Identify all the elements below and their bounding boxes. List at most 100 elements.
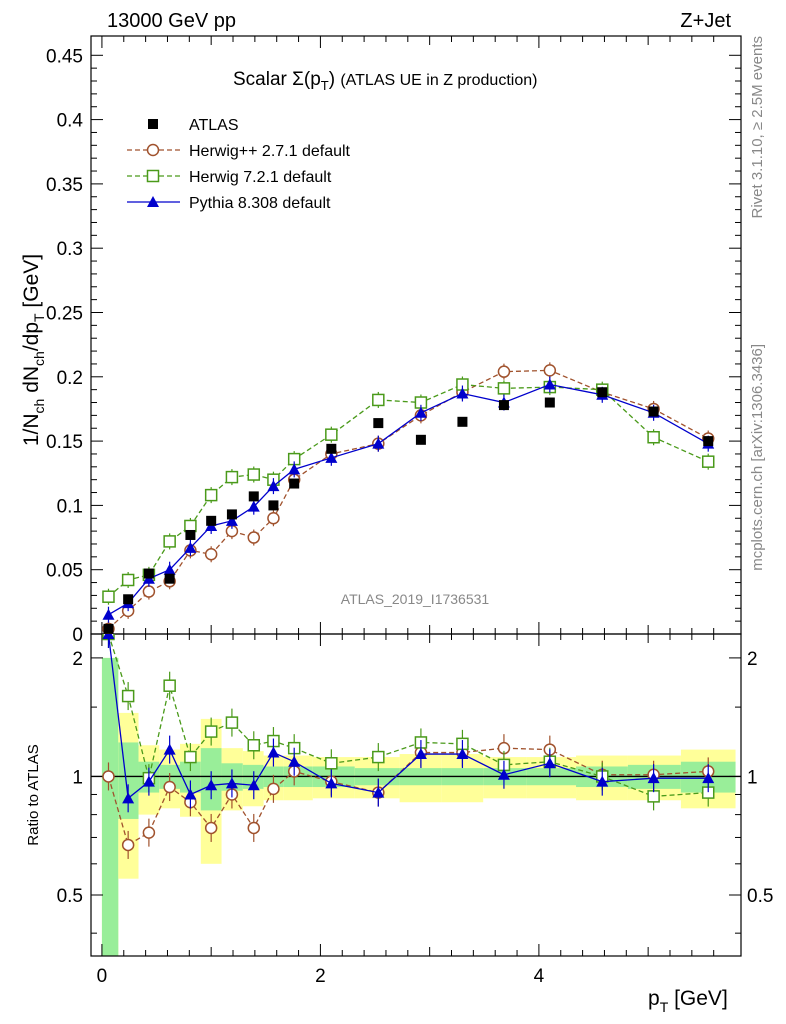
- series-layer: [102, 362, 715, 859]
- series-point: [204, 488, 218, 502]
- legend-marker: [148, 119, 158, 129]
- svg-text:1/Nch dNch/dpT [GeV]: 1/Nch dNch/dpT [GeV]: [20, 254, 47, 446]
- series-point: [225, 514, 238, 526]
- ratio-point: [372, 750, 385, 764]
- series-point: [102, 608, 115, 620]
- header-left: 13000 GeV pp: [107, 10, 236, 32]
- legend-marker: [147, 196, 159, 207]
- ratio-point: [702, 772, 715, 784]
- data-point: [326, 443, 337, 454]
- data-point: [597, 387, 608, 398]
- side-label-bottom: mcplots.cern.ch [arXiv:1306.3436]: [749, 344, 766, 571]
- series-1-main: [102, 376, 715, 605]
- data-point: [373, 418, 384, 429]
- axis-ticks: 0 0.05 0.1 0.15 0.2 0.25 0.3 0.35 0.4 0.45 0 2 4 0.5 0…: [46, 36, 773, 987]
- ratio-point: [543, 757, 556, 769]
- series-point: [497, 365, 511, 378]
- ratio-point: [225, 716, 239, 729]
- ratio-point: [414, 748, 427, 760]
- ratio-point: [142, 826, 156, 839]
- ratio-point: [325, 757, 338, 770]
- ratio-tick-label: 2: [747, 649, 758, 670]
- series-point: [372, 393, 385, 407]
- series-point: [497, 382, 511, 395]
- ratio-tick-label: 1: [72, 767, 83, 788]
- ratio-point: [102, 770, 115, 783]
- ratio-point: [247, 779, 260, 791]
- x-tick-label: 4: [534, 966, 545, 987]
- header-right: Z+Jet: [680, 10, 731, 32]
- legend-label: ATLAS: [189, 117, 239, 134]
- data-point: [248, 491, 259, 502]
- ratio-point: [184, 750, 197, 764]
- series-point: [701, 455, 715, 468]
- ratio-tick-label: 0.5: [57, 886, 83, 907]
- series-point: [204, 548, 218, 561]
- data-point: [268, 500, 279, 511]
- data-point: [103, 623, 114, 634]
- ratio-tick-label: 2: [72, 649, 83, 670]
- ratio-tick-label: 1: [747, 767, 758, 788]
- legend-label: Herwig++ 2.7.1 default: [189, 143, 351, 160]
- series-point: [247, 468, 261, 481]
- data-point: [164, 573, 175, 584]
- series-point: [142, 585, 156, 598]
- series-point: [163, 563, 176, 575]
- series-2-main: [102, 376, 715, 623]
- series-line: [108, 383, 709, 616]
- ratio-point: [225, 777, 238, 789]
- series-point: [543, 364, 557, 377]
- series-point: [325, 428, 338, 441]
- series-point: [325, 451, 338, 463]
- y-tick-label: 0.15: [46, 432, 83, 453]
- y-axis-label: 1/Nch dNch/dpT [GeV]: [20, 254, 47, 446]
- data-series: [103, 387, 714, 634]
- ratio-point: [456, 748, 469, 760]
- data-point: [498, 400, 509, 411]
- series-point: [121, 573, 135, 587]
- ratio-point: [163, 743, 176, 755]
- ratio-point: [102, 634, 115, 639]
- ratio-point: [121, 689, 135, 703]
- legend-label: Herwig 7.2.1 default: [189, 169, 332, 186]
- ratio-point: [647, 772, 660, 784]
- x-tick-label: 0: [97, 966, 108, 987]
- watermark: ATLAS_2019_I1736531: [341, 591, 490, 607]
- side-label-top: Rivet 3.1.10, ≥ 2.5M events: [749, 36, 766, 219]
- series-point: [267, 480, 280, 492]
- ratio-y-axis-label: Ratio to ATLAS: [25, 744, 42, 845]
- ratio-point: [184, 788, 197, 800]
- y-tick-label: 0.4: [57, 111, 84, 132]
- data-point: [123, 594, 134, 605]
- series-point: [456, 387, 469, 399]
- ratio-point: [163, 780, 176, 794]
- series-point: [102, 590, 115, 603]
- y-tick-label: 0.35: [46, 175, 83, 196]
- data-point: [648, 406, 659, 417]
- legend: ATLAS Herwig++ 2.7.1 default Herwig 7.2.1 …: [127, 117, 351, 212]
- y-tick-label: 0.05: [46, 561, 83, 582]
- ratio-point: [204, 821, 218, 835]
- data-point: [415, 434, 426, 445]
- series-line: [108, 383, 709, 598]
- band-inner: [101, 657, 119, 956]
- series-point: [247, 500, 260, 512]
- data-point: [703, 436, 714, 447]
- ratio-frame: [90, 633, 742, 957]
- y-tick-label: 0: [72, 625, 83, 646]
- y-tick-label: 0.25: [46, 303, 83, 324]
- data-point: [185, 529, 196, 540]
- ratio-point: [204, 725, 218, 738]
- series-point: [225, 470, 239, 484]
- ratio-tick-label: 0.5: [747, 886, 773, 907]
- legend-marker: [146, 143, 160, 157]
- data-point: [143, 568, 154, 579]
- series-point: [163, 535, 176, 548]
- x-tick-label: 2: [315, 966, 326, 987]
- series-point: [288, 463, 301, 475]
- series-2-ratio: [102, 634, 715, 813]
- ratio-point: [267, 782, 280, 796]
- legend-marker: [146, 169, 160, 183]
- series-point: [372, 437, 385, 449]
